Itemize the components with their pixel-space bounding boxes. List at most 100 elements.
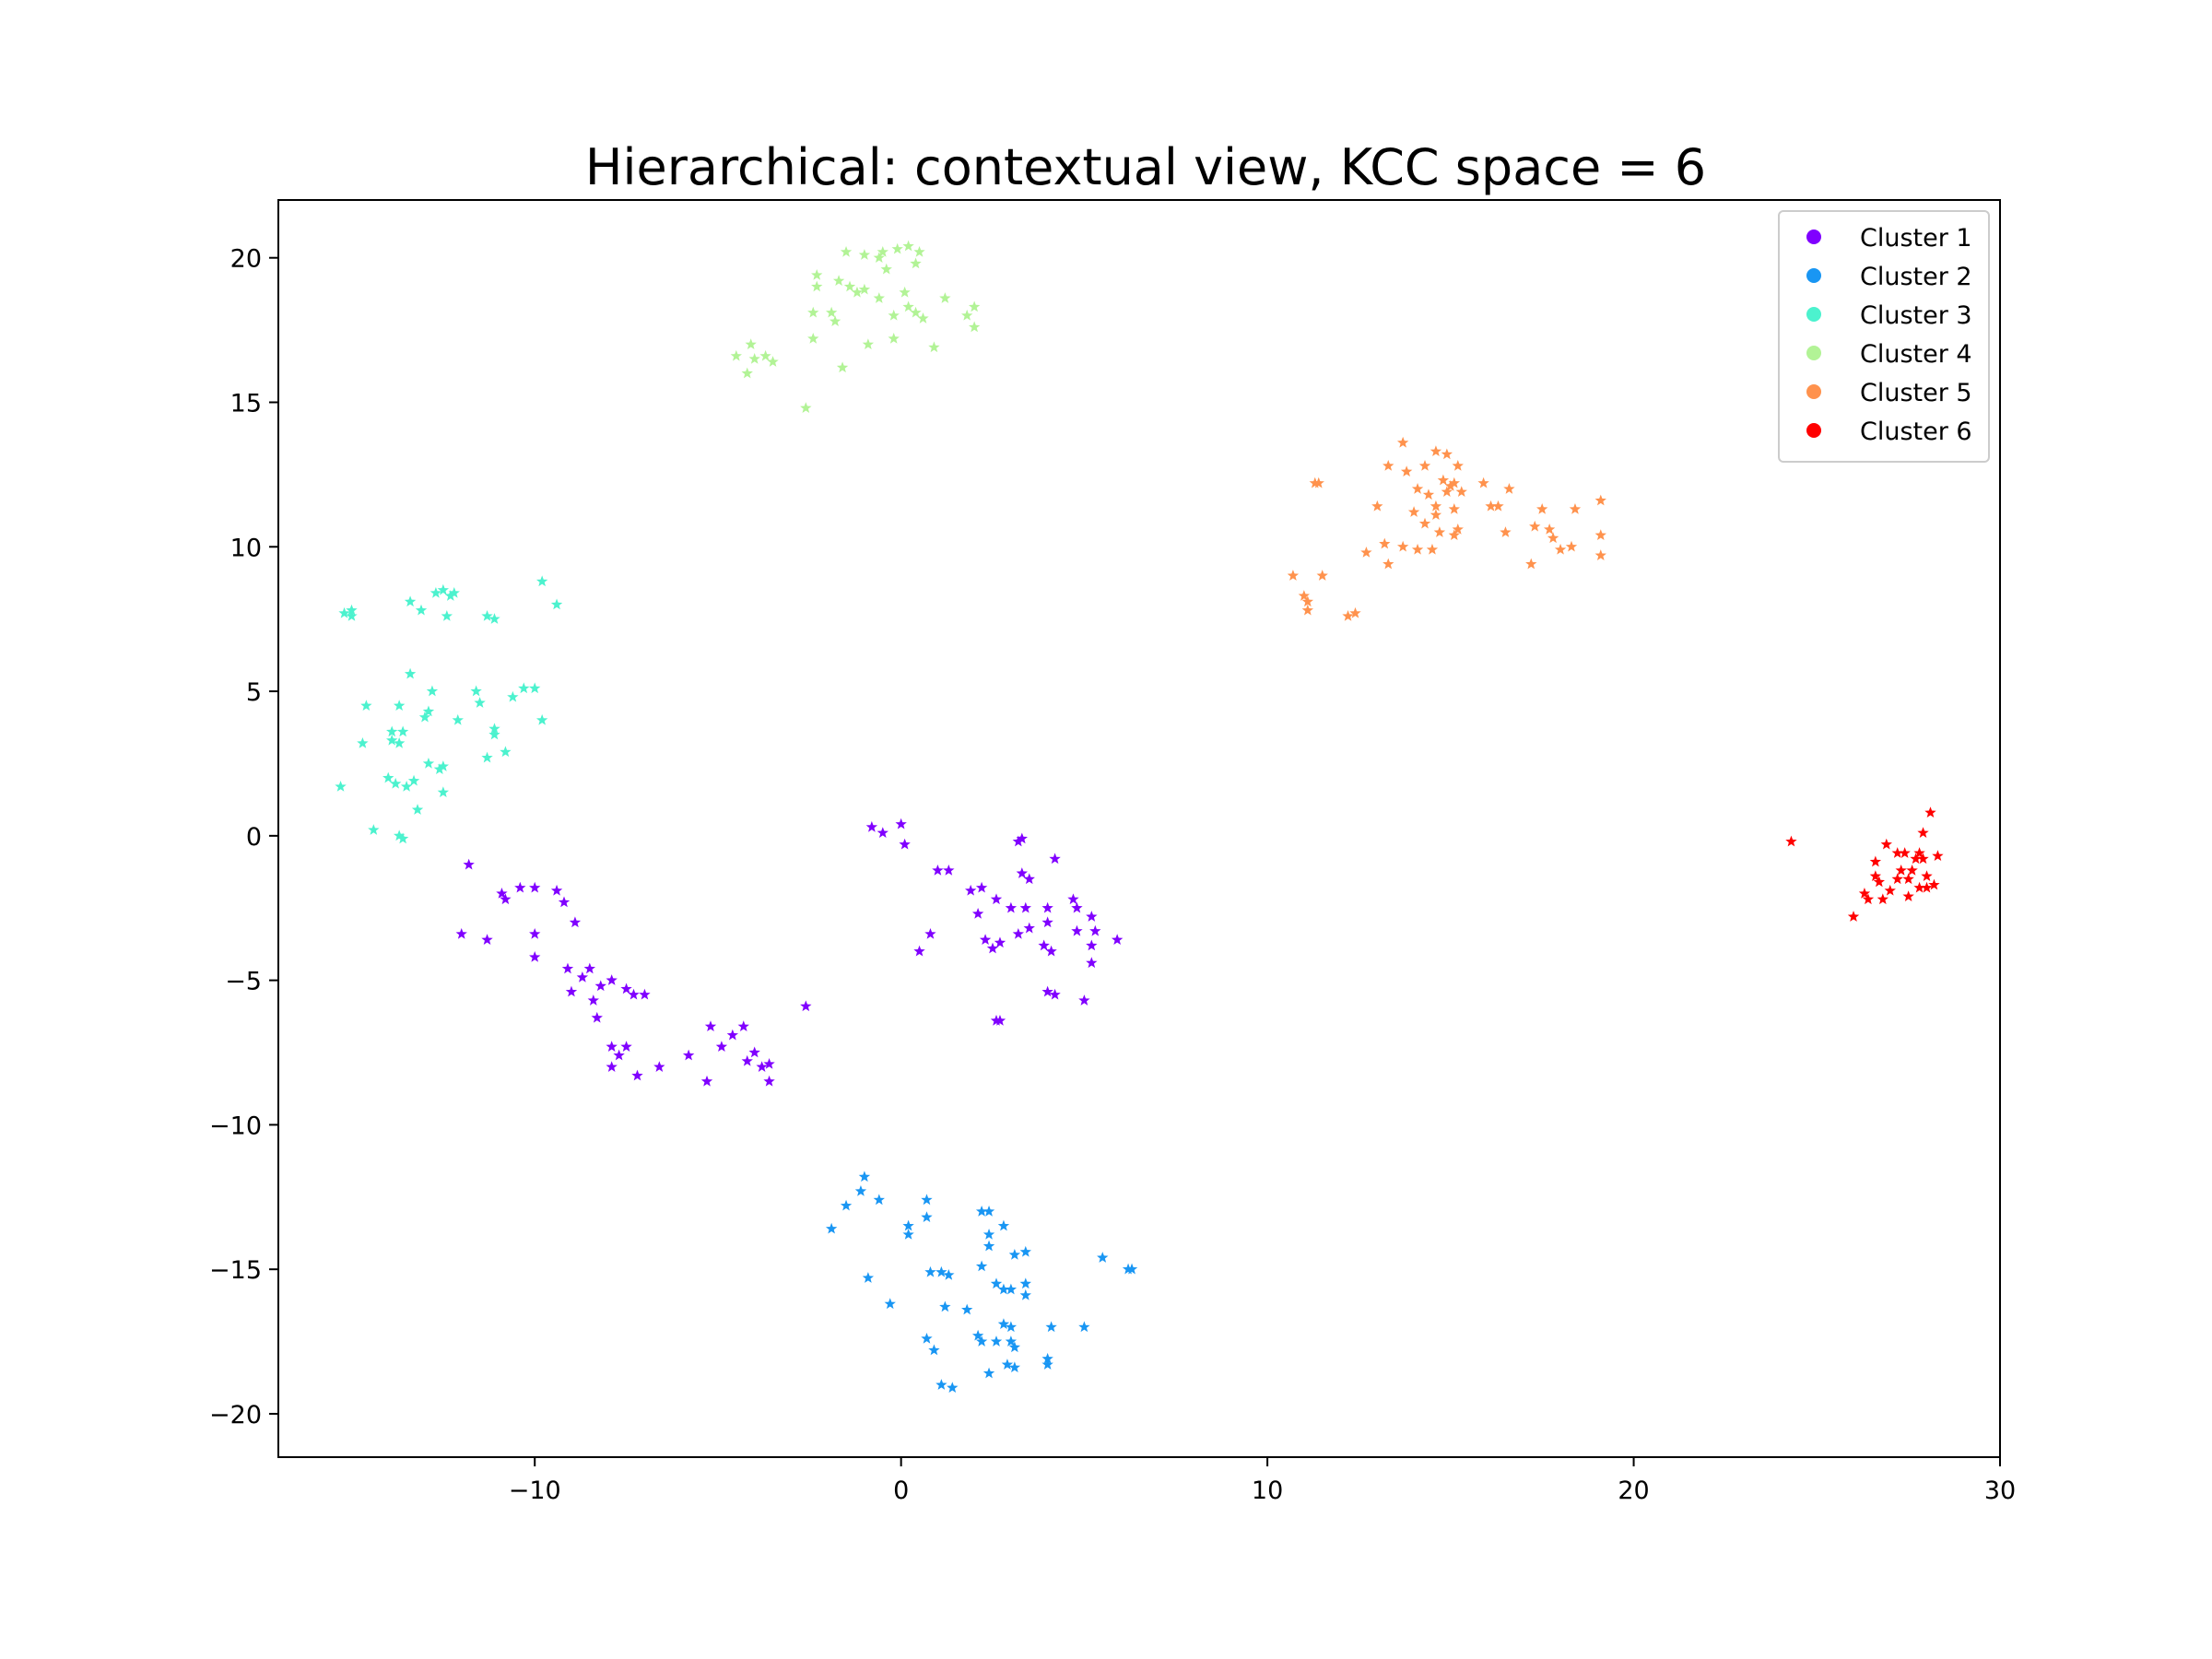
data-point [858, 283, 871, 295]
data-point [1910, 853, 1922, 865]
y-tick-label: 0 [246, 823, 262, 852]
data-point [429, 586, 442, 598]
data-point [481, 934, 493, 945]
data-point [1913, 881, 1925, 893]
data-point [873, 252, 885, 263]
data-point [836, 361, 849, 373]
data-point [910, 257, 922, 269]
data-point [338, 606, 350, 618]
data-point [763, 1058, 775, 1069]
data-point [1041, 1359, 1053, 1370]
data-point [1382, 459, 1394, 471]
data-point [917, 312, 929, 324]
data-point [1902, 873, 1914, 885]
data-point [1019, 1277, 1031, 1289]
data-point [1430, 500, 1442, 512]
legend-marker [1806, 229, 1821, 244]
data-point [800, 1000, 812, 1012]
data-point [811, 280, 823, 292]
legend-box [1778, 210, 1990, 463]
legend-marker [1806, 307, 1821, 322]
data-point [1594, 494, 1606, 506]
data-point [518, 682, 530, 694]
data-point [1379, 537, 1391, 549]
data-point [496, 888, 508, 899]
data-point [1880, 838, 1892, 850]
data-point [840, 1199, 853, 1211]
data-point [488, 728, 500, 740]
data-point [411, 804, 424, 815]
data-point [921, 1332, 933, 1344]
data-point [913, 245, 925, 257]
legend-label: Cluster 1 [1860, 224, 1972, 253]
data-point [737, 1020, 749, 1032]
data-point [961, 309, 973, 321]
data-point [488, 723, 500, 735]
data-point [858, 249, 871, 260]
data-point [1301, 595, 1314, 607]
legend-label: Cluster 2 [1860, 263, 1972, 291]
data-point [943, 1268, 955, 1280]
data-point [715, 1041, 728, 1052]
data-point [1902, 890, 1914, 901]
data-point [682, 1049, 695, 1061]
data-point [437, 760, 450, 771]
data-point [947, 1382, 959, 1393]
data-point [1485, 500, 1497, 512]
data-point [700, 1075, 713, 1087]
data-point [1441, 486, 1453, 497]
data-point [1594, 529, 1606, 540]
x-tick-label: 20 [1618, 1477, 1649, 1505]
data-point [620, 982, 632, 994]
data-point [1041, 901, 1053, 913]
data-point [924, 1265, 936, 1277]
data-point [921, 1211, 933, 1222]
data-point [1448, 503, 1460, 514]
data-point [832, 275, 845, 287]
data-point [767, 356, 779, 367]
data-point [1455, 486, 1467, 497]
data-point [968, 300, 981, 312]
data-point [1492, 500, 1504, 512]
data-point [481, 610, 493, 621]
data-point [565, 985, 578, 997]
data-point [346, 610, 358, 621]
data-point [613, 1049, 625, 1061]
legend-item: Cluster 6 [1806, 418, 1972, 446]
data-point [1448, 477, 1460, 488]
data-point [1349, 606, 1361, 618]
data-point [899, 838, 911, 850]
data-point [422, 757, 435, 769]
data-point [840, 245, 853, 257]
data-point [1873, 876, 1886, 888]
data-point [1858, 888, 1871, 899]
data-point [1895, 864, 1907, 876]
data-point [1569, 503, 1582, 514]
series-6-points [1785, 806, 1944, 922]
data-point [902, 1219, 914, 1231]
y-tick-label: −5 [225, 968, 262, 996]
data-point [854, 1185, 867, 1196]
data-point [396, 832, 409, 844]
data-point [1407, 506, 1420, 517]
data-point [1594, 549, 1606, 560]
data-point [1921, 870, 1933, 881]
y-tick-label: −10 [209, 1112, 262, 1140]
data-point [1005, 1283, 1018, 1295]
x-tick-label: 10 [1252, 1477, 1283, 1505]
data-point [569, 916, 582, 928]
data-point [474, 697, 486, 708]
data-point [1418, 517, 1431, 529]
legend-item: Cluster 5 [1806, 379, 1972, 407]
legend-marker [1806, 384, 1821, 399]
data-point [1932, 850, 1944, 862]
data-point [745, 338, 757, 350]
legend-label: Cluster 5 [1860, 379, 1972, 407]
data-point [851, 286, 864, 298]
data-point [825, 1222, 838, 1234]
data-point [1862, 893, 1875, 905]
data-point [1525, 558, 1537, 570]
data-point [500, 893, 512, 905]
data-point [1411, 483, 1424, 494]
